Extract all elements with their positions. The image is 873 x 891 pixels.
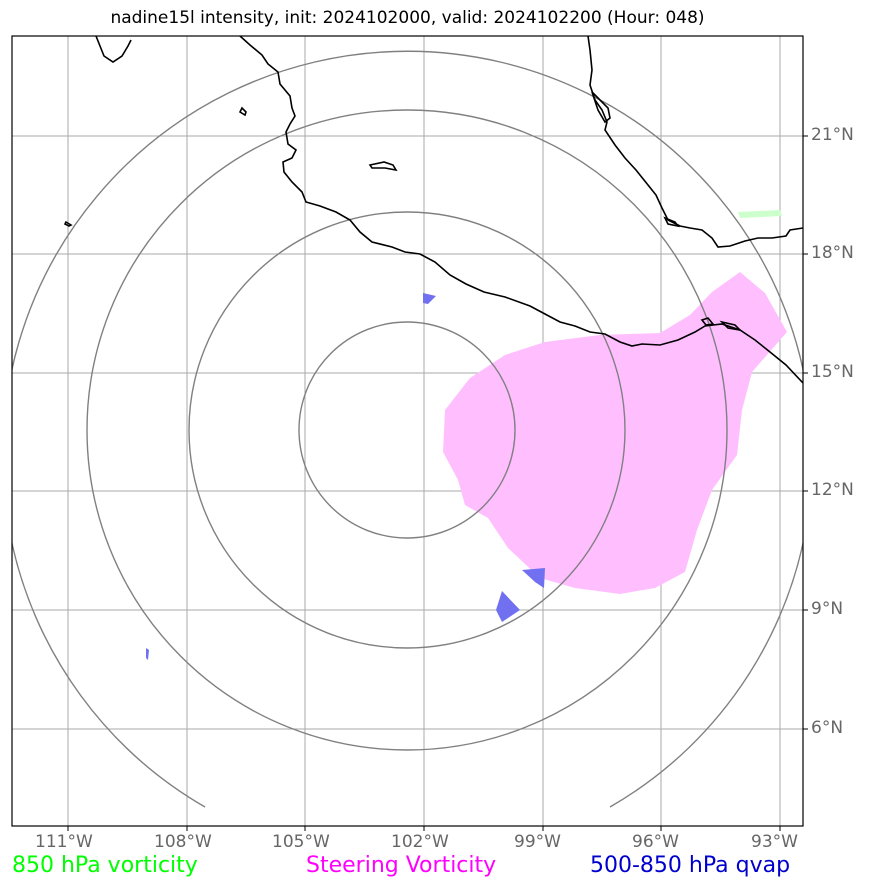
qvap-areas <box>146 293 545 660</box>
legend-steering-vorticity: Steering Vorticity <box>306 853 497 878</box>
map-title: nadine15l intensity, init: 2024102000, v… <box>110 8 705 28</box>
outer-range-rings <box>12 50 803 808</box>
range-rings <box>188 211 626 649</box>
coastlines <box>63 36 803 384</box>
legend-qvap: 500-850 hPa qvap <box>590 853 791 878</box>
lon-label-102w: 102°W <box>391 832 449 852</box>
lat-label-18n: 18°N <box>811 243 854 263</box>
legend-850-vorticity: 850 hPa vorticity <box>12 853 198 878</box>
vorticity-850-area <box>738 210 782 218</box>
lon-label-108w: 108°W <box>154 832 212 852</box>
lat-label-15n: 15°N <box>811 362 854 382</box>
lat-label-12n: 12°N <box>811 480 854 500</box>
map-frame <box>11 35 804 827</box>
lat-label-21n: 21°N <box>811 125 854 145</box>
lon-label-96w: 96°W <box>632 832 679 852</box>
lat-label-6n: 6°N <box>811 718 844 738</box>
steering-vorticity-area <box>443 272 787 594</box>
lon-label-99w: 99°W <box>514 832 561 852</box>
lat-label-9n: 9°N <box>811 599 844 619</box>
axis-ticks <box>67 135 808 831</box>
lon-label-111w: 111°W <box>35 832 93 852</box>
lon-label-105w: 105°W <box>272 832 330 852</box>
lon-label-93w: 93°W <box>751 832 798 852</box>
